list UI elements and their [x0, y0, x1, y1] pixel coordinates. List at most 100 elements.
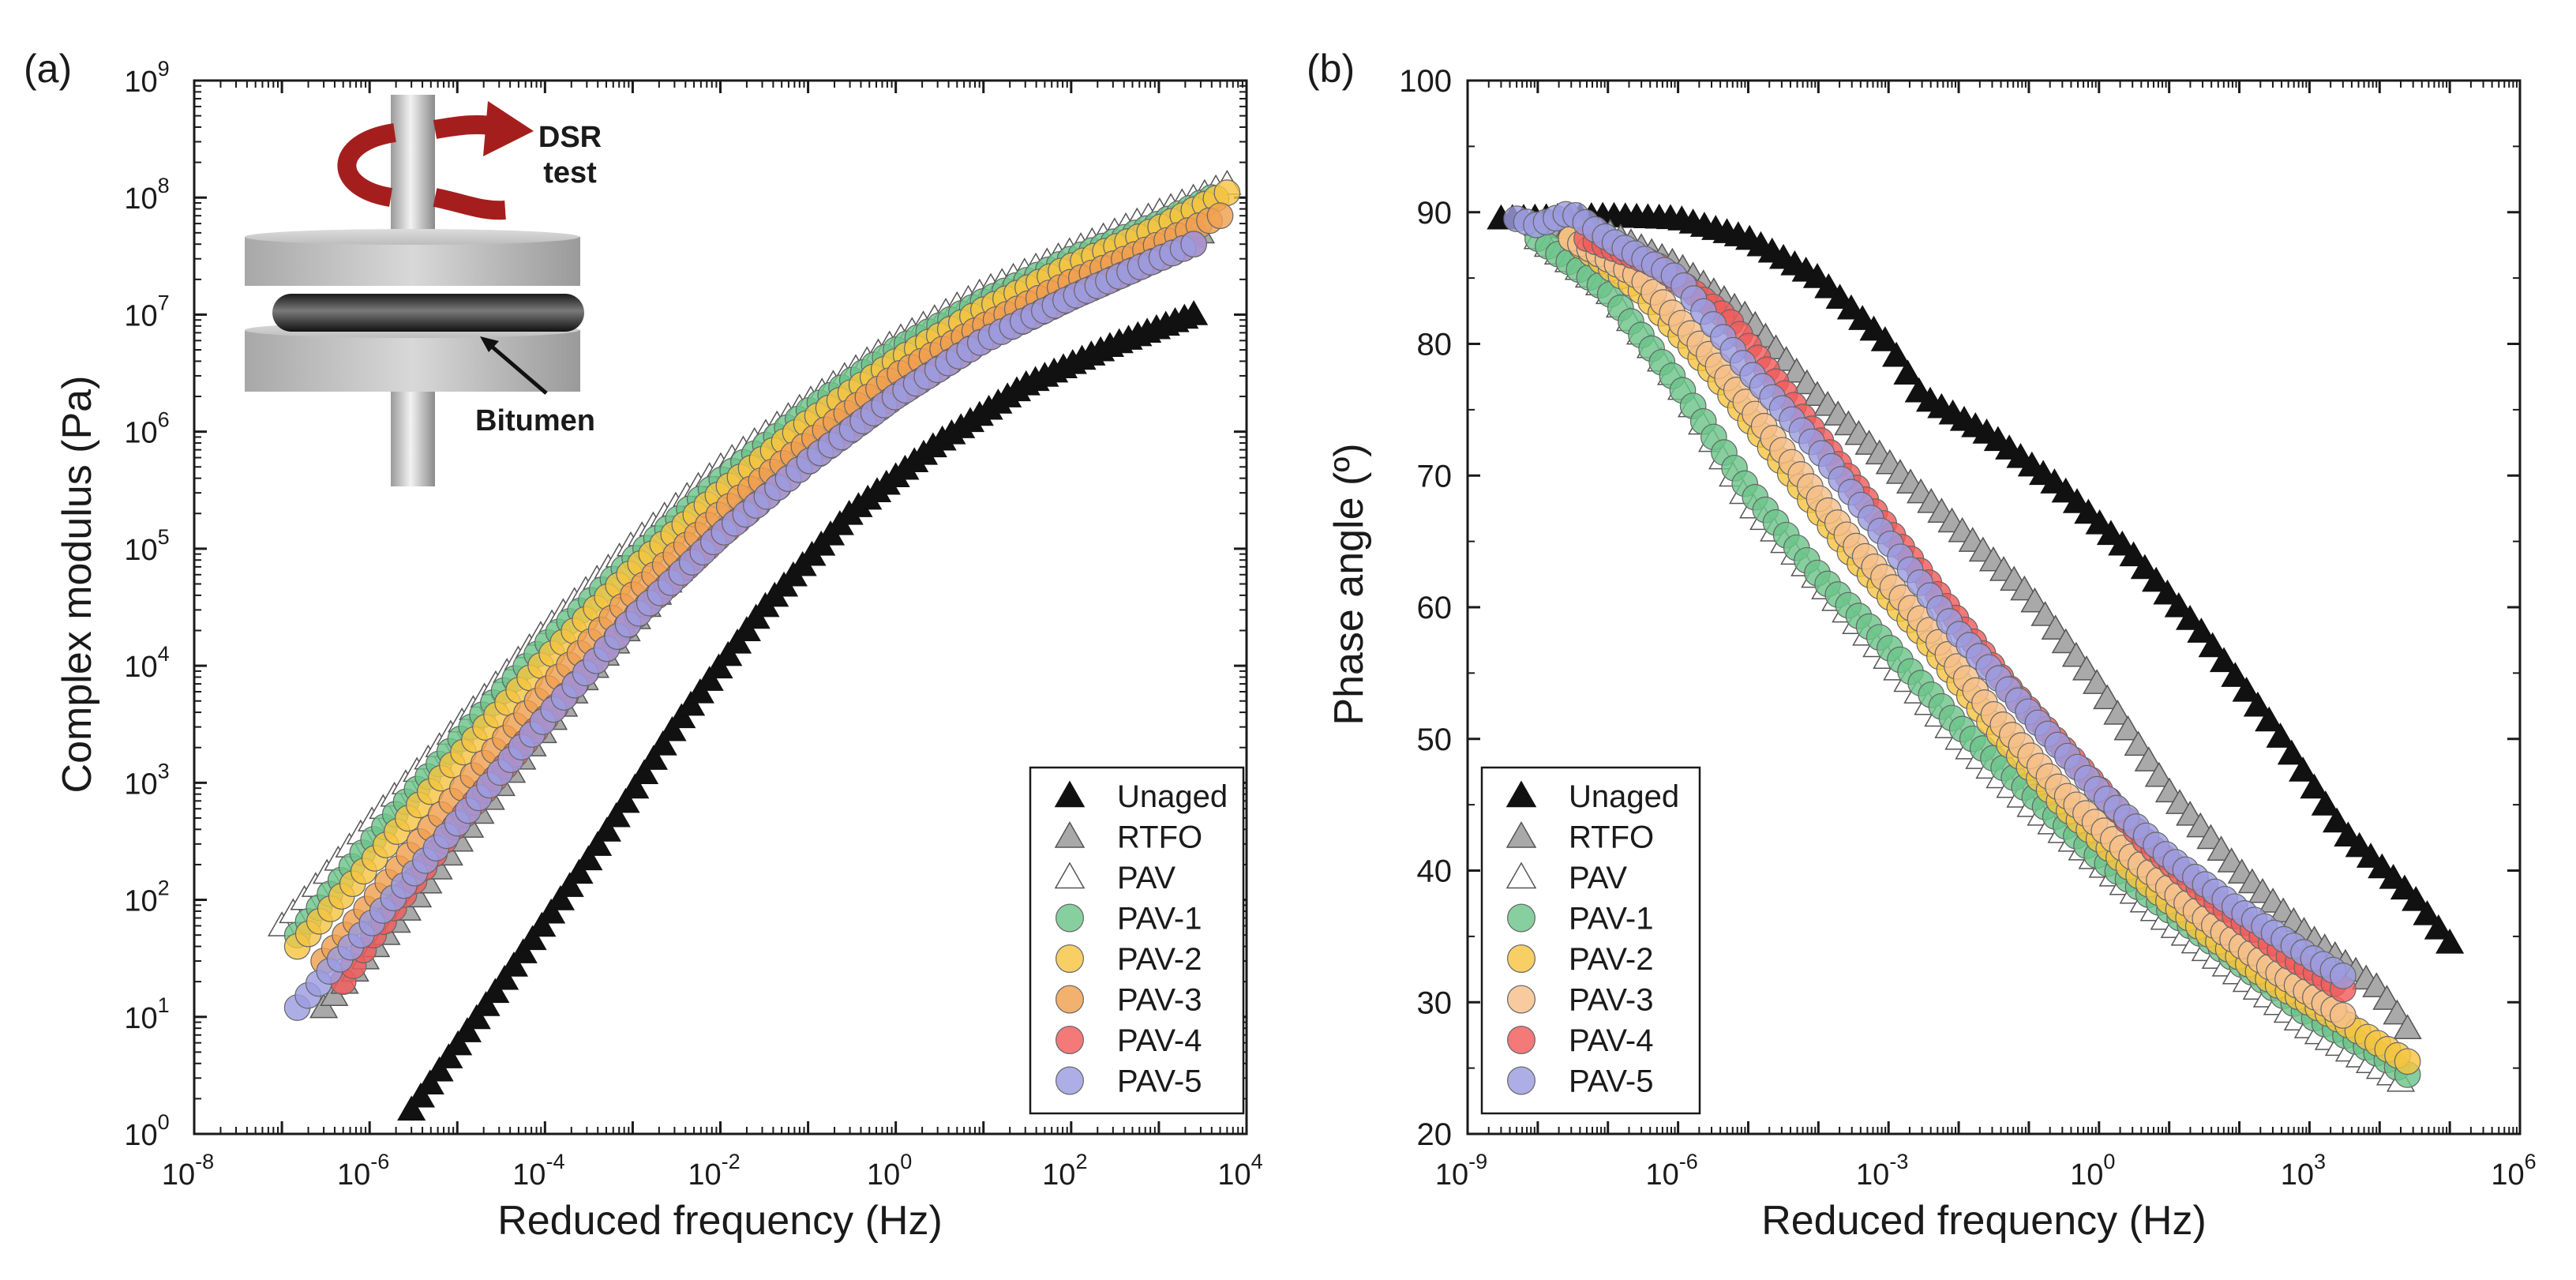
x-tick-exponent: 0: [900, 1150, 912, 1173]
x-tick-exponent: 4: [1251, 1150, 1263, 1173]
legend-label: PAV-1: [1117, 902, 1202, 937]
legend-marker: [1054, 780, 1086, 808]
legend-marker: [1055, 944, 1084, 973]
x-tick-label: 10-8: [162, 1150, 214, 1192]
data-point: [1206, 202, 1234, 230]
legend-label: PAV: [1117, 861, 1176, 895]
y-tick-label: 70: [1417, 459, 1453, 494]
data-point: [1870, 326, 1899, 351]
data-point: [2074, 498, 2103, 524]
legend-frame: [1480, 766, 1701, 1115]
data-point: [444, 1030, 473, 1056]
y-tick-label: 106: [124, 408, 169, 450]
data-point: [2424, 914, 2453, 940]
x-tick-label: 10-2: [688, 1150, 740, 1192]
y-tick-exponent: 2: [158, 876, 170, 900]
legend-marker: [1506, 985, 1535, 1014]
x-tick-exponent: -6: [1679, 1150, 1698, 1173]
lower-plate: [245, 330, 580, 392]
plot-frame-b: [1466, 79, 2522, 1135]
data-point: [2198, 632, 2227, 658]
y-tick-label: 107: [124, 291, 169, 332]
series-rtfo: [1523, 211, 2422, 1039]
inset-bitumen-label: Bitumen: [475, 404, 595, 437]
data-point: [1836, 294, 1865, 320]
data-point: [490, 964, 519, 990]
rotation-arrow-back: [337, 123, 397, 207]
x-tick-label: 104: [1217, 1150, 1262, 1192]
data-point: [2435, 928, 2465, 954]
data-point: [2134, 746, 2163, 771]
y-tick-exponent: 1: [158, 993, 170, 1017]
bitumen-pointer: [484, 340, 548, 395]
x-tick-label: 10-6: [337, 1150, 389, 1192]
series-pav-5: [1503, 201, 2357, 989]
y-tick-label: 20: [1417, 1117, 1453, 1152]
data-point: [2103, 700, 2132, 725]
legend-marker: [1055, 903, 1084, 933]
data-point: [1825, 283, 1854, 310]
legend-marker: [1055, 985, 1084, 1014]
data-point: [546, 885, 576, 910]
y-tick-exponent: 5: [158, 525, 170, 549]
data-point: [2187, 617, 2216, 643]
data-point: [2390, 874, 2420, 900]
legend-label: RTFO: [1117, 820, 1202, 855]
y-tick-label: 108: [124, 174, 169, 216]
x-tick-exponent: 3: [2314, 1150, 2326, 1173]
legend-marker: [1505, 780, 1537, 808]
inset-title-line2: test: [543, 156, 597, 190]
x-axis-title-a: Reduced frequency (Hz): [497, 1198, 943, 1244]
plot-frame-a: [193, 79, 1248, 1135]
x-tick-exponent: -8: [195, 1150, 214, 1173]
data-point: [2085, 509, 2114, 535]
rotation-arrow-head: [483, 101, 534, 156]
panel-label-a: (a): [24, 47, 72, 91]
data-point: [2368, 853, 2397, 879]
rotation-arrow-tail: [433, 188, 506, 220]
y-tick-label: 100: [1399, 64, 1452, 99]
data-point: [1179, 300, 1209, 325]
data-point: [2289, 756, 2318, 782]
data-point: [658, 715, 687, 741]
legend-label: PAV-3: [1117, 983, 1202, 1018]
x-tick-label: 100: [2070, 1150, 2115, 1192]
data-point: [639, 745, 668, 770]
data-point: [462, 1004, 491, 1030]
data-point: [685, 678, 714, 704]
data-point: [537, 898, 566, 924]
series-pav-5: [283, 231, 1207, 1021]
data-point: [2041, 614, 2070, 640]
legend-marker: [1055, 1025, 1084, 1054]
x-tick-exponent: -4: [546, 1150, 564, 1173]
y-tick-label: 50: [1417, 723, 1453, 757]
data-point: [471, 991, 501, 1016]
data-point: [621, 773, 650, 799]
y-axis-title-b: Phase angle (º): [1326, 443, 1372, 725]
data-point: [397, 1095, 426, 1121]
data-point: [2113, 715, 2143, 741]
data-point: [2020, 587, 2049, 613]
data-point: [1859, 315, 1888, 341]
y-axis-title-a: Complex modulus (Pa): [54, 376, 100, 794]
legend-label: Unaged: [1569, 779, 1679, 814]
x-tick-exponent: -9: [1468, 1150, 1487, 1173]
data-point: [2379, 864, 2408, 889]
y-tick-label: 40: [1417, 854, 1453, 889]
legend-marker: [1506, 903, 1535, 933]
data-point: [1213, 179, 1241, 206]
x-tick-label: 10-9: [1435, 1150, 1487, 1192]
data-point: [2062, 488, 2092, 513]
data-point: [1882, 341, 1911, 367]
data-point: [452, 1017, 482, 1042]
data-point: [2394, 1048, 2421, 1075]
data-point: [425, 1056, 454, 1082]
legend-marker: [1055, 1066, 1084, 1095]
x-tick-label: 103: [2281, 1150, 2326, 1192]
data-point: [564, 858, 594, 884]
y-tick-label: 109: [124, 57, 169, 99]
data-point: [434, 1043, 463, 1068]
x-tick-label: 10-4: [512, 1150, 564, 1192]
legend-b: Unaged RTFO PAV PAV-1 PAV-2 PAV-3 PAV-4 PAV-5: [1480, 766, 1701, 1115]
